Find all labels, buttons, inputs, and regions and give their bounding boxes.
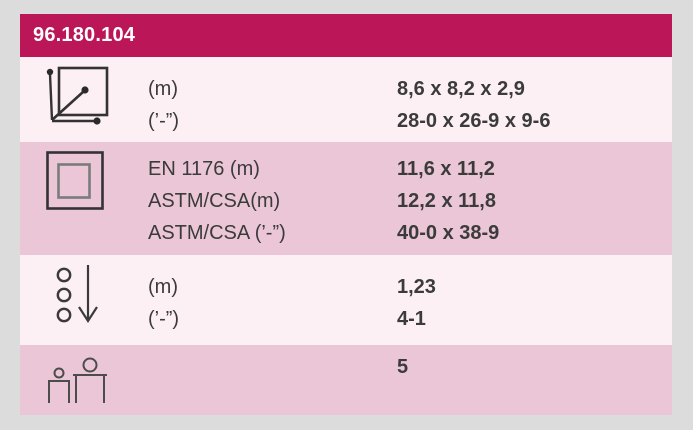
safety-area-labels: EN 1176 (m) ASTM/CSA(m) ASTM/CSA (’-”): [148, 142, 397, 255]
safety-area-value-astm-m: 12,2 x 11,8: [397, 190, 496, 212]
fall-height-labels: (m) (’-”): [148, 255, 397, 345]
spec-row-capacity: 5: [20, 345, 672, 415]
fall-height-icon: [51, 264, 148, 324]
capacity-values: 5: [397, 345, 672, 415]
fall-height-icon-cell: [20, 255, 148, 345]
dimensions-label-imperial: (’-”): [148, 110, 180, 132]
dimensions-values: 8,6 x 8,2 x 2,9 28-0 x 26-9 x 9-6: [397, 57, 672, 142]
safety-area-values: 11,6 x 11,2 12,2 x 11,8 40-0 x 38-9: [397, 142, 672, 255]
dimensions-value-imperial: 28-0 x 26-9 x 9-6: [397, 110, 551, 132]
fall-height-value-metric: 1,23: [397, 276, 436, 298]
safety-area-label-en: EN 1176 (m): [148, 158, 260, 180]
product-spec-card: 96.180.104 (m) (: [20, 14, 672, 415]
fall-height-label-metric: (m): [148, 276, 178, 298]
safety-area-value-en: 11,6 x 11,2: [397, 158, 495, 180]
spec-row-fall-height: (m) (’-”) 1,23 4-1: [20, 255, 672, 345]
dimensions-icon-cell: [20, 57, 148, 142]
dimensions-labels: (m) (’-”): [148, 57, 397, 142]
fall-height-value-imperial: 4-1: [397, 308, 426, 330]
spec-row-safety-area: EN 1176 (m) ASTM/CSA(m) ASTM/CSA (’-”) 1…: [20, 142, 672, 255]
safety-area-icon-cell: [20, 142, 148, 255]
fall-height-values: 1,23 4-1: [397, 255, 672, 345]
capacity-value: 5: [397, 356, 409, 378]
product-id-header: 96.180.104: [20, 14, 672, 57]
capacity-labels: [148, 345, 397, 415]
fall-height-label-imperial: (’-”): [148, 308, 180, 330]
spec-row-dimensions: (m) (’-”) 8,6 x 8,2 x 2,9 28-0 x 26-9 x …: [20, 57, 672, 142]
two-persons-icon: [47, 357, 148, 404]
product-id: 96.180.104: [33, 24, 136, 46]
safety-area-icon: [46, 151, 148, 211]
dimensions-lwh-icon: [46, 64, 148, 126]
safety-area-value-astm-ft: 40-0 x 38-9: [397, 222, 500, 244]
dimensions-label-metric: (m): [148, 78, 178, 100]
safety-area-label-astm-m: ASTM/CSA(m): [148, 190, 281, 212]
dimensions-value-metric: 8,6 x 8,2 x 2,9: [397, 78, 525, 100]
capacity-icon-cell: [20, 345, 148, 415]
safety-area-label-astm-ft: ASTM/CSA (’-”): [148, 222, 286, 244]
